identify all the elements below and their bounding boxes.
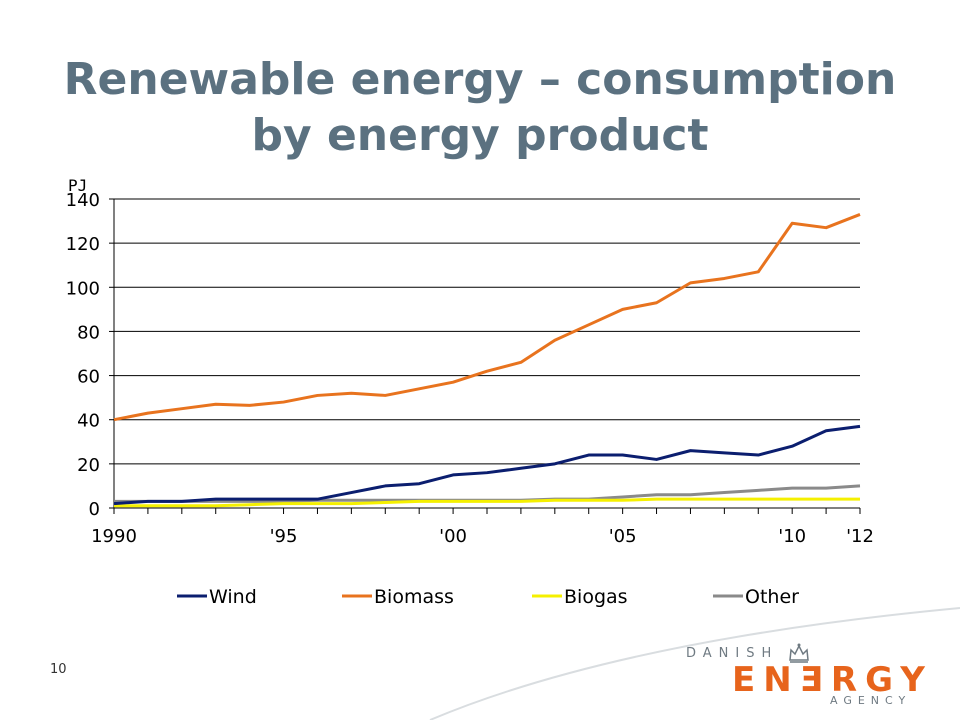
y-tick-label: 120 [66, 234, 100, 255]
x-tick-label: '05 [609, 526, 637, 547]
legend-label-wind: Wind [209, 586, 257, 608]
chart-grid [114, 198, 860, 465]
y-tick-label: 100 [66, 278, 100, 299]
x-tick-label: '95 [270, 526, 298, 547]
y-tick-label: 20 [77, 455, 100, 476]
chart-axes [109, 198, 861, 514]
crown-icon [789, 643, 809, 663]
y-axis-label: PJ [68, 176, 87, 195]
logo-text-agency: AGENCY [830, 694, 912, 707]
page-number: 10 [50, 662, 67, 677]
x-tick-label: '00 [439, 526, 467, 547]
chart-series [113, 213, 861, 508]
y-tick-label: 140 [66, 190, 100, 211]
series-line-biogas [114, 497, 860, 508]
x-tick-label: '12 [846, 526, 874, 547]
x-tick-labels: 1990 '95 '00 '05 '10 '12 [91, 526, 874, 547]
x-tick-label: '10 [778, 526, 806, 547]
y-tick-labels: 0 20 40 60 80 100 120 140 [66, 190, 100, 520]
series-line-wind [113, 424, 861, 506]
series-line-biomass [113, 213, 861, 422]
chart-legend: Wind Biomass Biogas Other [177, 586, 799, 608]
x-tick-label: 1990 [91, 526, 137, 547]
y-tick-label: 60 [77, 367, 100, 388]
legend-label-other: Other [745, 586, 799, 608]
y-tick-label: 40 [77, 411, 100, 432]
y-tick-label: 80 [77, 322, 100, 343]
legend-label-biogas: Biogas [564, 586, 628, 608]
slide-title: Renewable energy – consumption by energy… [0, 52, 960, 164]
logo-text-danish: DANISH [686, 646, 779, 661]
logo-text-energy: ENƎRGY [732, 660, 933, 700]
danish-energy-agency-logo: DANISH ENƎRGY AGENCY [680, 638, 940, 718]
slide-title-line-2: by energy product [251, 110, 709, 161]
y-tick-label: 0 [89, 499, 100, 520]
slide-title-line-1: Renewable energy – consumption [63, 54, 897, 105]
legend-label-biomass: Biomass [374, 586, 454, 608]
